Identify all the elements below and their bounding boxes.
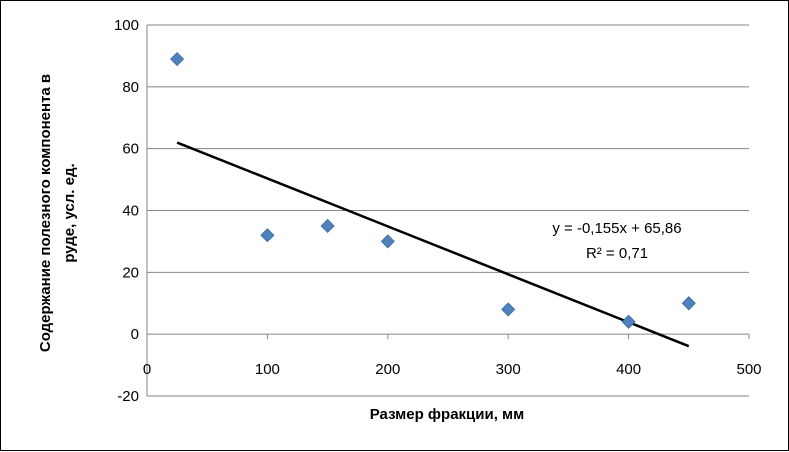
y-tick-label: 0 (131, 326, 139, 343)
trendline-group (176, 141, 690, 348)
x-tick-label: 100 (255, 361, 280, 378)
data-point-2 (320, 218, 335, 234)
data-point-6 (681, 296, 696, 311)
x-tick-label: 300 (496, 361, 521, 378)
data-point-0 (170, 51, 185, 67)
y-tick-label: 80 (122, 79, 139, 96)
y-tick-label: 20 (122, 264, 139, 281)
y-axis-title: Содержание полезного компонента в руде, … (37, 74, 78, 352)
data-point-1 (260, 228, 275, 243)
trendline (176, 141, 690, 348)
y-tick-label: 60 (122, 141, 139, 158)
trendline-r-squared: R² = 0,71 (586, 245, 648, 262)
x-axis-tick-labels: 0 100 200 300 400 500 (143, 361, 762, 378)
y-tick-label: 100 (114, 17, 139, 34)
x-tick-label: 500 (736, 361, 761, 378)
y-axis-title-line-1: Содержание полезного компонента в (37, 74, 54, 352)
trendline-equation: y = -0,155x + 65,86 (552, 220, 681, 237)
y-tick-label: 40 (122, 203, 139, 220)
y-axis-tick-labels: -20 0 20 40 60 80 100 (114, 17, 139, 405)
data-point-5 (621, 314, 636, 329)
y-tick-label: -20 (117, 388, 139, 405)
data-point-3 (380, 234, 395, 249)
data-point-4 (501, 302, 516, 317)
data-points (170, 51, 696, 329)
x-tick-label: 0 (143, 361, 151, 378)
x-tick-label: 200 (375, 361, 400, 378)
y-axis-title-line-2: руде, усл. ед. (61, 163, 78, 262)
x-tick-label: 400 (616, 361, 641, 378)
x-axis-title: Размер фракции, мм (370, 406, 525, 423)
gridlines (146, 24, 750, 397)
